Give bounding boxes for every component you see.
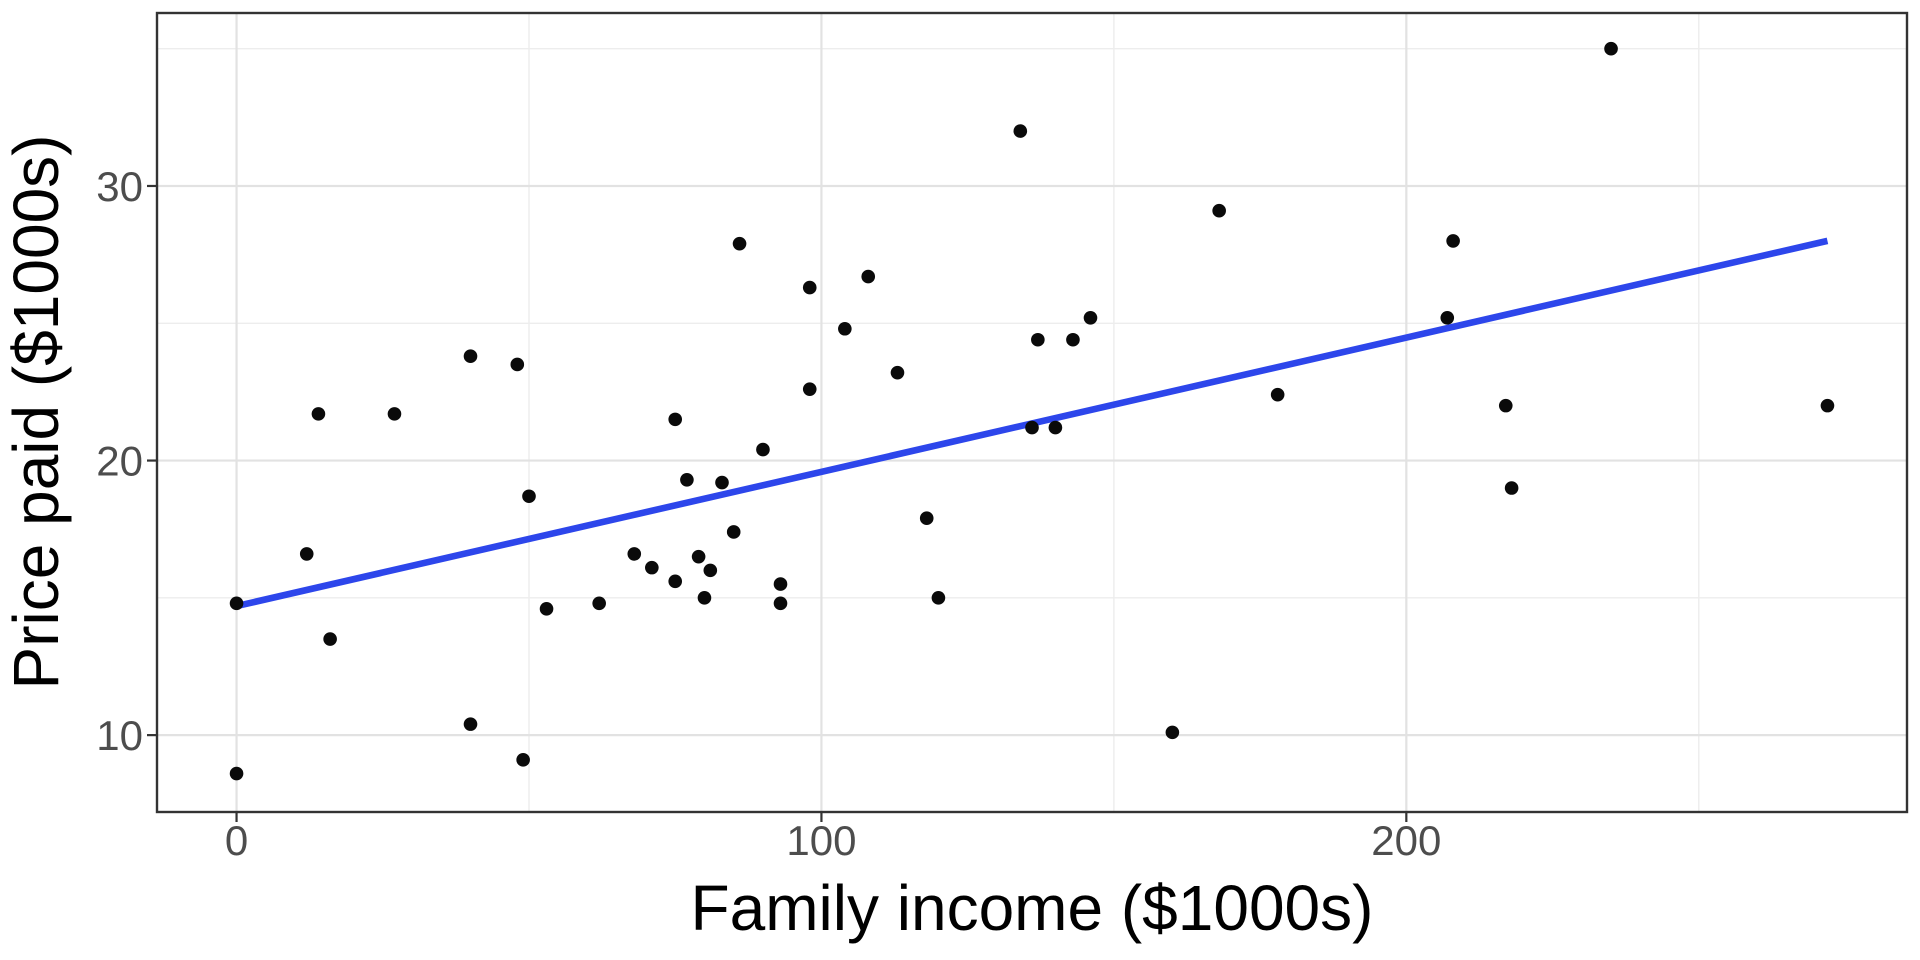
- data-point: [1013, 124, 1028, 138]
- data-point: [715, 475, 729, 490]
- data-point: [463, 717, 478, 731]
- data-point: [627, 547, 642, 561]
- data-point: [229, 596, 244, 611]
- data-point: [1440, 310, 1455, 325]
- data-point: [592, 596, 606, 611]
- data-point: [931, 591, 946, 605]
- data-point: [697, 591, 712, 605]
- x-axis-title: Family income ($1000s): [690, 872, 1374, 944]
- data-point: [299, 547, 314, 561]
- data-point: [1048, 420, 1063, 435]
- data-point: [516, 753, 530, 767]
- data-point: [387, 407, 402, 421]
- y-tick-label: 30: [96, 163, 143, 210]
- data-point: [919, 511, 934, 526]
- data-point: [680, 472, 694, 487]
- data-point: [668, 574, 683, 589]
- data-point: [1165, 725, 1180, 740]
- data-point: [802, 280, 817, 295]
- x-tick-label: 0: [225, 817, 248, 864]
- data-point: [1031, 332, 1045, 347]
- panel-border: [155, 11, 1909, 814]
- data-point: [732, 236, 747, 251]
- data-point: [773, 577, 788, 591]
- data-point: [1604, 41, 1618, 56]
- data-point: [726, 525, 741, 539]
- data-point: [1025, 420, 1039, 435]
- data-point: [1504, 481, 1519, 495]
- data-point: [838, 321, 852, 336]
- data-point: [1446, 234, 1460, 248]
- data-point: [1083, 310, 1098, 325]
- y-tick-label: 10: [96, 712, 143, 759]
- data-point: [510, 357, 525, 372]
- data-point: [463, 349, 478, 364]
- data-point: [311, 407, 326, 421]
- data-point: [703, 563, 718, 578]
- data-point: [229, 766, 244, 781]
- data-point: [1212, 203, 1226, 218]
- x-tick-label: 200: [1371, 817, 1441, 864]
- data-point: [668, 412, 683, 427]
- data-point: [1270, 387, 1285, 402]
- x-tick-label: 100: [786, 817, 856, 864]
- y-axis-title: Price paid ($1000s): [0, 134, 72, 690]
- data-point: [756, 442, 770, 457]
- data-point: [773, 596, 788, 611]
- data-point: [691, 549, 706, 564]
- data-point: [645, 560, 659, 575]
- data-point: [1066, 332, 1080, 347]
- data-point: [539, 602, 554, 616]
- data-point: [861, 269, 876, 284]
- data-point: [802, 382, 817, 396]
- data-point: [1498, 398, 1513, 413]
- y-tick-label: 20: [96, 438, 143, 485]
- data-point: [1820, 398, 1835, 413]
- panel-background: [157, 13, 1907, 812]
- data-point: [522, 489, 536, 504]
- data-point: [323, 632, 337, 646]
- data-point: [890, 365, 905, 380]
